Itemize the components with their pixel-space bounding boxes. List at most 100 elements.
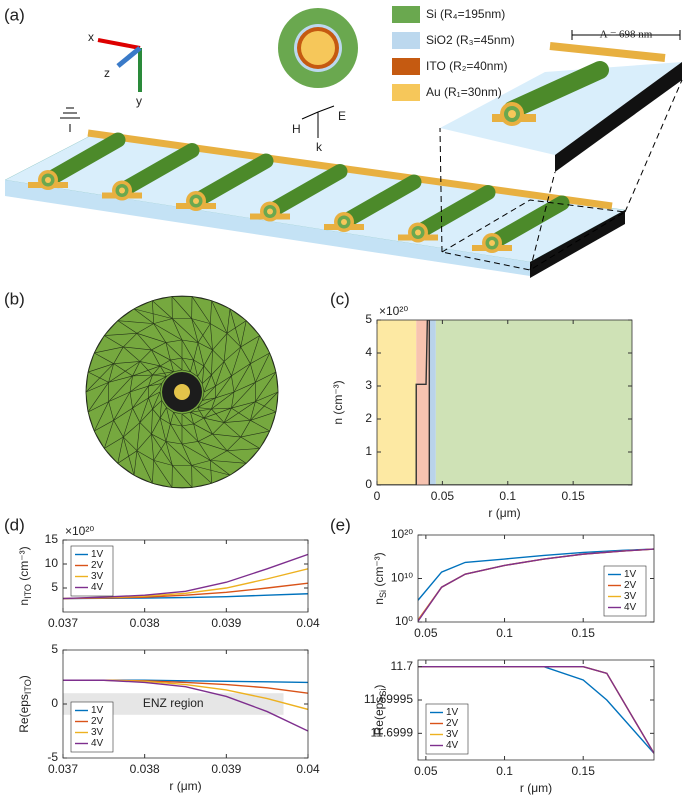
legend-label: 4V bbox=[91, 738, 104, 749]
panel-label: (d) bbox=[4, 515, 25, 534]
cross-section-au bbox=[301, 31, 335, 65]
y-label-rest: ) bbox=[372, 685, 386, 689]
y-label-rest: (cm⁻³) bbox=[372, 552, 386, 590]
x-tick-label: 0.1 bbox=[496, 626, 513, 640]
chart: 0 1 2 3 4 5 0 0.05 0.1 0.15 r (μm) ×10²⁰ n (cm⁻³) bbox=[331, 304, 632, 520]
y-label-main: n bbox=[17, 599, 31, 606]
legend-label: 2V bbox=[446, 718, 459, 729]
x-tick-label: 0.1 bbox=[499, 489, 516, 503]
y-tick-label: 11.7 bbox=[391, 659, 414, 673]
y-tick-label: 5 bbox=[51, 642, 58, 656]
legend-label: ITO (R₂=40nm) bbox=[426, 59, 507, 73]
legend-label: Au (R₁=30nm) bbox=[426, 85, 502, 99]
x-tick-label: 0.039 bbox=[211, 616, 241, 630]
x-axis-label: r (μm) bbox=[520, 781, 552, 795]
y-tick-label: 10⁰ bbox=[395, 614, 413, 628]
legend-label: 4V bbox=[91, 582, 104, 593]
region-band bbox=[436, 320, 632, 485]
y-axis-label: nITO (cm⁻³) bbox=[17, 546, 33, 605]
x-tick-label: 0.15 bbox=[572, 764, 596, 778]
y-axis-label: n (cm⁻³) bbox=[331, 380, 345, 424]
period-label: Λ = 698 nm bbox=[600, 29, 653, 41]
inset-end bbox=[508, 110, 516, 118]
y-tick-label: 5 bbox=[51, 580, 58, 594]
material-legend: Si (R₄=195nm) SiO2 (R₃=45nm) ITO (R₂=40nm)… bbox=[392, 6, 515, 101]
legend-swatch bbox=[392, 58, 420, 75]
wire-end bbox=[341, 219, 347, 225]
y-tick-label: 10 bbox=[45, 556, 59, 570]
y-exponent: ×10²⁰ bbox=[379, 304, 408, 318]
x-tick-label: 0.05 bbox=[431, 489, 455, 503]
y-tick-label: 2 bbox=[365, 411, 372, 425]
wire-end bbox=[119, 188, 125, 194]
legend-label: 3V bbox=[624, 591, 637, 602]
axis-z bbox=[118, 48, 140, 66]
x-axis-label: r (μm) bbox=[169, 779, 201, 793]
ground-symbol bbox=[60, 108, 80, 132]
y-tick-label: 1 bbox=[365, 444, 372, 458]
x-tick-label: 0.04 bbox=[296, 762, 320, 776]
legend-label: 1V bbox=[91, 549, 104, 560]
legend-label: 3V bbox=[91, 727, 104, 738]
y-label-main: Re(eps bbox=[372, 697, 386, 736]
x-tick-label: 0.037 bbox=[48, 616, 78, 630]
field-icon bbox=[302, 106, 334, 138]
y-label-sub: ITO bbox=[23, 679, 33, 694]
inset-electrode bbox=[550, 46, 665, 58]
axis-z-label: z bbox=[104, 66, 110, 80]
legend-label: 3V bbox=[91, 571, 104, 582]
axis-y-label: y bbox=[136, 94, 142, 108]
x-tick-label: 0.04 bbox=[296, 616, 320, 630]
y-label-main: n bbox=[331, 418, 345, 425]
field-h: H bbox=[292, 122, 301, 136]
x-tick-label: 0.037 bbox=[48, 762, 78, 776]
y-tick-label: 10¹⁰ bbox=[391, 571, 413, 585]
legend-label: 4V bbox=[624, 602, 637, 613]
y-exponent: ×10²⁰ bbox=[65, 524, 94, 538]
panel-label: (a) bbox=[4, 5, 25, 24]
x-axis-label: r (μm) bbox=[488, 506, 520, 520]
x-tick-label: 0.15 bbox=[561, 489, 585, 503]
x-tick-label: 0 bbox=[374, 489, 381, 503]
y-label-rest: (cm⁻³) bbox=[17, 546, 31, 584]
region-band bbox=[377, 320, 416, 485]
field-e: E bbox=[338, 109, 346, 123]
axis-x-label: x bbox=[88, 30, 94, 44]
legend-label: 1V bbox=[91, 705, 104, 716]
mesh-image bbox=[86, 296, 278, 488]
legend-label: 2V bbox=[91, 716, 104, 727]
enz-label: ENZ region bbox=[143, 696, 204, 710]
legend-label: Si (R₄=195nm) bbox=[426, 7, 505, 21]
legend-label: 1V bbox=[624, 569, 637, 580]
x-tick-label: 0.1 bbox=[496, 764, 513, 778]
axis-x bbox=[98, 40, 140, 48]
device-diagram: Λ = 698 nm x y z H E k Si (R₄=195nm) SiO2… bbox=[5, 6, 682, 278]
wire-end bbox=[193, 198, 199, 204]
panel-label: (c) bbox=[330, 289, 350, 308]
y-label-rest: ) bbox=[17, 675, 31, 679]
legend-swatch bbox=[392, 84, 420, 101]
field-k: k bbox=[316, 140, 323, 154]
x-tick-label: 0.05 bbox=[414, 626, 438, 640]
y-tick-label: 15 bbox=[45, 532, 59, 546]
legend-label: 1V bbox=[446, 707, 459, 718]
x-tick-label: 0.05 bbox=[414, 764, 438, 778]
legend-label: 2V bbox=[624, 580, 637, 591]
x-tick-label: 0.038 bbox=[130, 762, 160, 776]
legend-label: 3V bbox=[446, 729, 459, 740]
wire-end bbox=[415, 230, 421, 236]
wire-end bbox=[489, 240, 495, 246]
legend-label: 2V bbox=[91, 560, 104, 571]
y-tick-label: 5 bbox=[365, 312, 372, 326]
y-tick-label: 4 bbox=[365, 345, 372, 359]
legend-label: SiO2 (R₃=45nm) bbox=[426, 33, 515, 47]
panel-label: (e) bbox=[330, 515, 351, 534]
y-label-main: Re(eps bbox=[17, 694, 31, 733]
y-tick-label: 0 bbox=[365, 477, 372, 491]
y-tick-label: 3 bbox=[365, 378, 372, 392]
